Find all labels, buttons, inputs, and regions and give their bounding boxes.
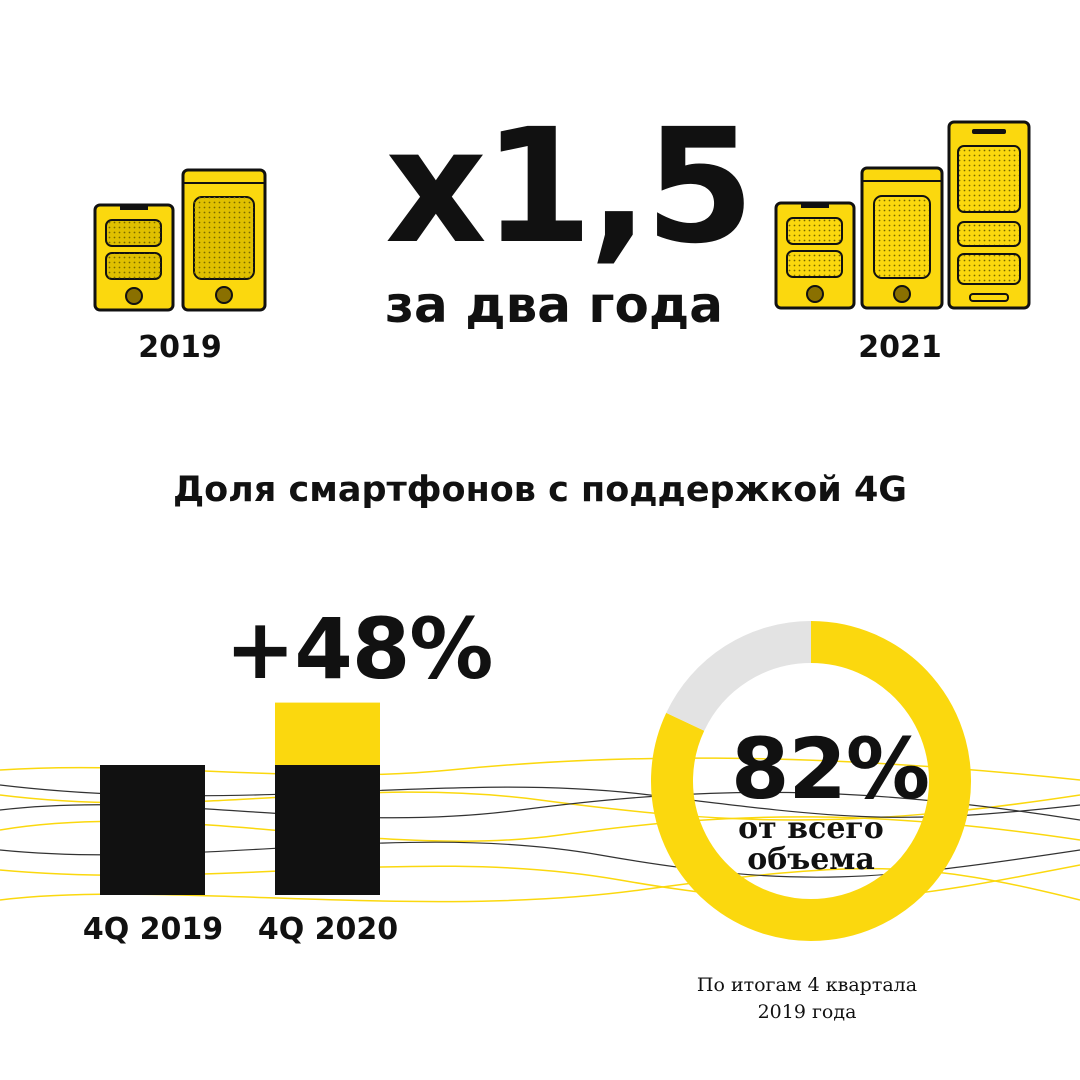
phones-2021-illustration xyxy=(774,120,1031,310)
bar-4q-2020-segment-0 xyxy=(275,765,380,895)
donut-center-sublabel: от всего объема xyxy=(651,813,971,875)
bar-4q-2020-segment-1 xyxy=(275,702,380,765)
smartphone-icon xyxy=(93,203,175,312)
multiplier-subtitle: за два года xyxy=(385,276,723,334)
section-title: Доля смартфонов с поддержкой 4G xyxy=(172,470,908,510)
growth-annotation: +48% xyxy=(225,600,493,698)
smartphone-icon xyxy=(181,168,267,312)
year-right-label: 2021 xyxy=(858,330,942,365)
bar-4q-2019-segment-0 xyxy=(100,765,205,895)
bar-label-4q-2019: 4Q 2019 xyxy=(82,912,224,947)
donut-sublabel-line1: от всего xyxy=(738,811,884,846)
bar-label-4q-2020: 4Q 2020 xyxy=(257,912,399,947)
donut-sublabel-line2: объема xyxy=(747,842,875,877)
multiplier-value: x1,5 xyxy=(385,95,755,279)
donut-chart xyxy=(651,621,971,941)
year-left-label: 2019 xyxy=(138,330,222,365)
smartphone-icon xyxy=(774,201,856,310)
donut-footnote: По итогам 4 квартала 2019 года xyxy=(647,972,967,1026)
smartphone-icon xyxy=(947,120,1031,310)
phones-2019-illustration xyxy=(93,168,267,312)
bar-chart xyxy=(100,702,380,895)
donut-slice-1 xyxy=(666,621,812,732)
donut-slice-0 xyxy=(651,621,971,941)
footnote-line2: 2019 года xyxy=(757,1001,857,1023)
donut-center-value: 82% xyxy=(730,720,930,818)
footnote-line1: По итогам 4 квартала xyxy=(696,974,918,996)
smartphone-icon xyxy=(860,166,944,310)
